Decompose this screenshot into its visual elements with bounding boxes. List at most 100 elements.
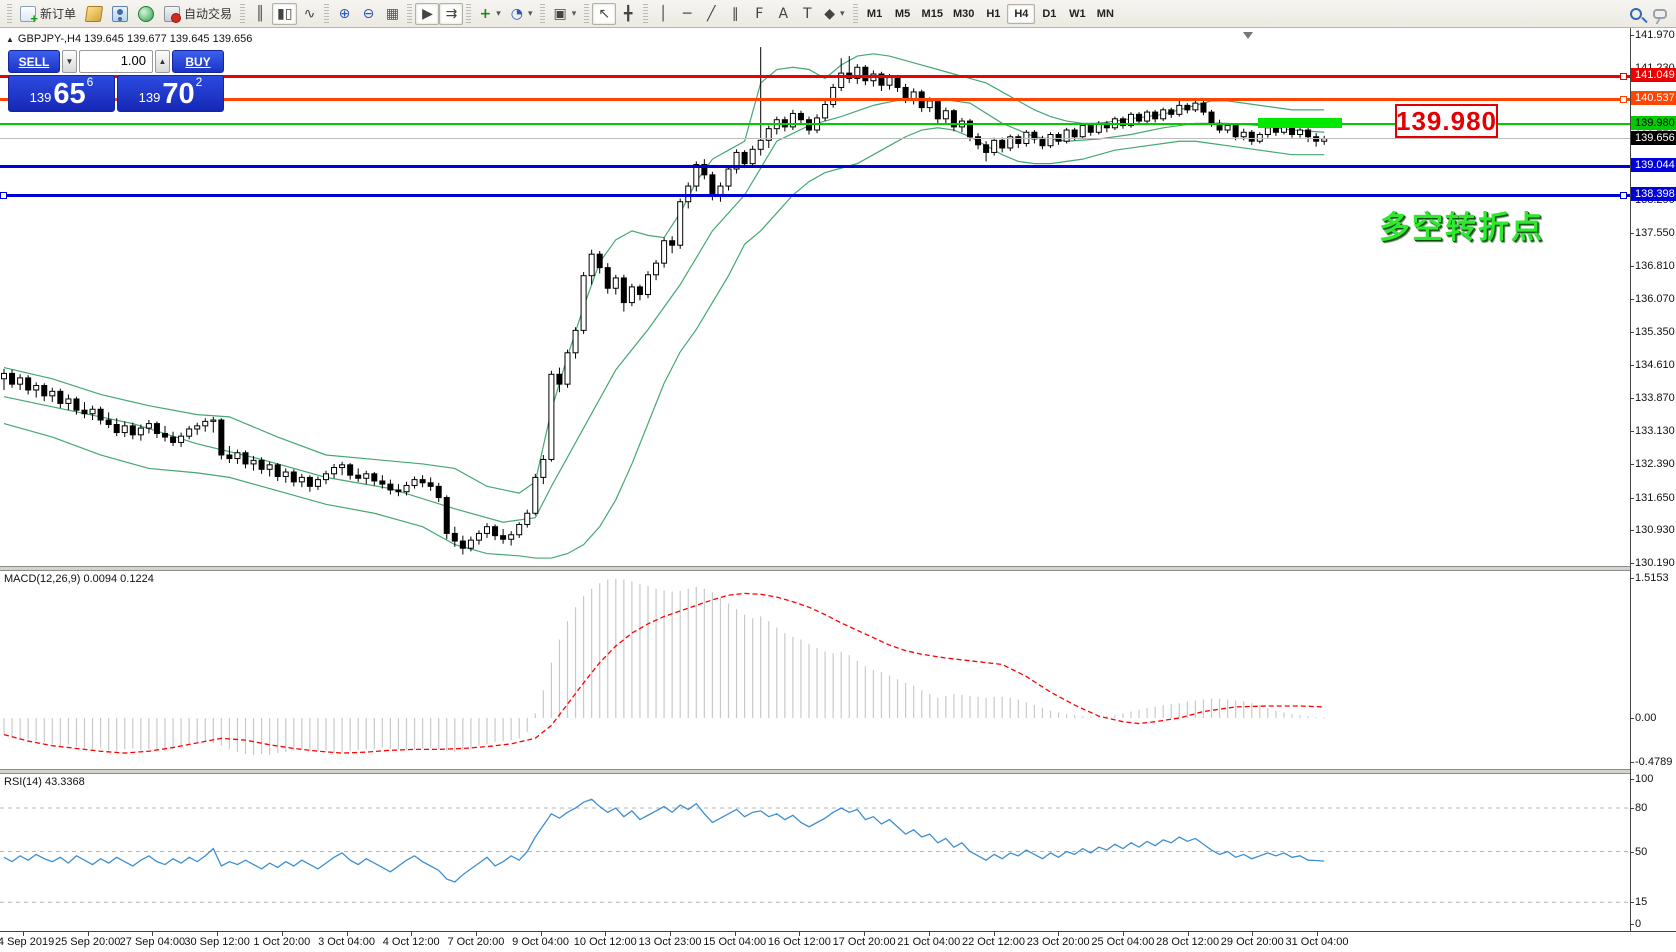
chat-button[interactable] (1648, 3, 1672, 25)
highlight-rectangle[interactable] (1258, 118, 1342, 128)
text-label-button[interactable]: T (795, 3, 819, 25)
timeframe-label: H4 (1014, 7, 1029, 20)
timeframe-h1-button[interactable]: H1 (979, 4, 1007, 24)
chevron-down-icon[interactable]: ▾ (840, 8, 845, 18)
indicators-list-button[interactable]: + ▾ (474, 3, 505, 25)
volume-input[interactable]: 1.00 (79, 50, 153, 73)
timeframe-h4-button[interactable]: H4 (1007, 3, 1036, 24)
line-anchor[interactable] (0, 191, 7, 199)
zoom-out-button[interactable]: ⊖ (356, 3, 380, 25)
time-label: 27 Sep 04:00 (119, 936, 186, 948)
candle-body (1071, 129, 1078, 138)
candle-body (620, 277, 627, 304)
collapse-icon[interactable]: ▲ (6, 35, 14, 44)
templates-icon: ▣ (553, 5, 567, 22)
equidistant-channel-button[interactable]: ∥ (723, 3, 747, 25)
toolbar-grip (7, 3, 12, 24)
candle-body (484, 526, 490, 534)
horizontal-line-139.044[interactable] (0, 164, 1630, 168)
candle-body (451, 532, 458, 542)
zoom-in-button[interactable]: ⊕ (332, 3, 356, 25)
candle-body (1, 372, 7, 380)
auto-scroll-button[interactable]: ▶ (415, 2, 440, 25)
candle-body (628, 286, 635, 304)
fibonacci-button[interactable]: F (747, 3, 771, 25)
candle-body (65, 398, 72, 404)
bar-chart-button[interactable]: ║ (248, 3, 272, 25)
timeframe-m1-button[interactable]: M1 (861, 4, 889, 24)
search-button[interactable] (1624, 3, 1648, 25)
auto-trading-button[interactable]: 自动交易 (159, 3, 237, 25)
time-tick (1122, 932, 1124, 936)
templates-button[interactable]: ▣ ▾ (548, 3, 581, 25)
timeframe-w1-button[interactable]: W1 (1063, 4, 1091, 24)
new-order-button[interactable]: 新订单 (15, 3, 81, 26)
candle-body (1023, 131, 1030, 144)
cursor-button[interactable]: ↖ (592, 2, 617, 25)
vertical-line-icon: │ (659, 5, 668, 22)
pane-separator-macd[interactable] (0, 566, 1676, 571)
buy-button[interactable]: BUY (172, 50, 224, 73)
timeframe-mn-button[interactable]: MN (1091, 4, 1119, 24)
horizontal-line-138.398[interactable] (0, 193, 1630, 197)
volume-increase-button[interactable]: ▲ (155, 50, 170, 73)
volume-decrease-button[interactable]: ▼ (62, 50, 77, 73)
timeframe-m15-button[interactable]: M15 (917, 4, 948, 24)
vertical-line-button[interactable]: │ (651, 3, 675, 25)
horizontal-line-139.656[interactable] (0, 138, 1630, 140)
horizontal-line-141.049[interactable] (0, 74, 1630, 78)
candle-body (1232, 125, 1239, 138)
line-anchor[interactable] (1620, 72, 1627, 80)
candlestick-chart-button[interactable]: ▮▯ (272, 2, 298, 25)
chart-shift-button[interactable]: ⇉ (439, 2, 464, 25)
text-button[interactable]: A (771, 3, 795, 25)
line-chart-button[interactable]: ∿ (297, 3, 321, 25)
timeframe-d1-button[interactable]: D1 (1035, 4, 1063, 24)
timeframe-m5-button[interactable]: M5 (889, 4, 917, 24)
time-tick (670, 932, 671, 936)
time-tick (411, 932, 413, 936)
sell-price-button[interactable]: 139 65 6 (8, 75, 115, 112)
toolbar-grip (466, 3, 472, 24)
horizontal-line-button[interactable]: ─ (675, 3, 699, 25)
candle-body (363, 473, 370, 479)
timeframe-m30-button[interactable]: M30 (948, 4, 979, 24)
chevron-down-icon[interactable]: ▾ (571, 8, 577, 18)
crosshair-button[interactable]: ╋ (616, 3, 640, 25)
price-annotation-box[interactable]: 139.980 (1395, 104, 1498, 138)
line-anchor[interactable] (1620, 191, 1627, 199)
chevron-down-icon[interactable]: ▾ (496, 8, 501, 18)
price-chart-canvas[interactable] (0, 28, 1630, 931)
chart-window[interactable]: ▲ GBPJPY-,H4 139.645 139.677 139.645 139.… (0, 28, 1676, 952)
symbol-header[interactable]: ▲ GBPJPY-,H4 139.645 139.677 139.645 139.… (6, 33, 252, 45)
candle-body (218, 419, 225, 456)
buy-price-button[interactable]: 139 70 2 (117, 75, 224, 112)
timeframe-label: D1 (1042, 7, 1057, 20)
candle-body (556, 373, 563, 385)
candle-body (701, 164, 708, 176)
periods-button[interactable]: ◔ ▾ (506, 3, 538, 25)
time-label: 24 Sep 2019 (0, 936, 55, 948)
candle-body (250, 459, 257, 465)
sell-button[interactable]: SELL (8, 50, 60, 73)
horizontal-line-140.537[interactable] (0, 97, 1630, 101)
line-anchor[interactable] (1620, 95, 1627, 103)
turning-point-annotation[interactable]: 多空转折点 (1379, 210, 1544, 245)
pane-separator-rsi[interactable] (0, 769, 1676, 774)
time-label: 9 Oct 04:00 (512, 936, 570, 948)
price-tick: 130.190 (1630, 557, 1675, 569)
trendline-button[interactable]: ╱ (699, 3, 723, 25)
market-watch-button[interactable] (107, 3, 133, 25)
tile-windows-button[interactable]: ▦ (380, 3, 404, 25)
signals-button[interactable] (133, 3, 159, 25)
time-tick (346, 932, 348, 936)
bollinger-upper-band (3, 53, 1325, 494)
chevron-down-icon[interactable]: ▾ (527, 8, 533, 18)
candle-body (347, 464, 354, 476)
candle-body (226, 454, 233, 460)
candle-body (1297, 129, 1304, 136)
chart-profiles-button[interactable] (81, 3, 107, 25)
horizontal-line-139.980[interactable] (0, 123, 1630, 126)
arrows-button[interactable]: ◆ ▾ (819, 3, 849, 25)
